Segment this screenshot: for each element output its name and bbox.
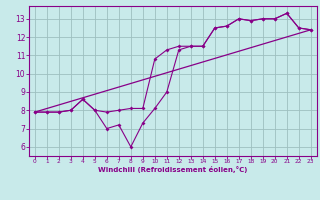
X-axis label: Windchill (Refroidissement éolien,°C): Windchill (Refroidissement éolien,°C) (98, 166, 247, 173)
